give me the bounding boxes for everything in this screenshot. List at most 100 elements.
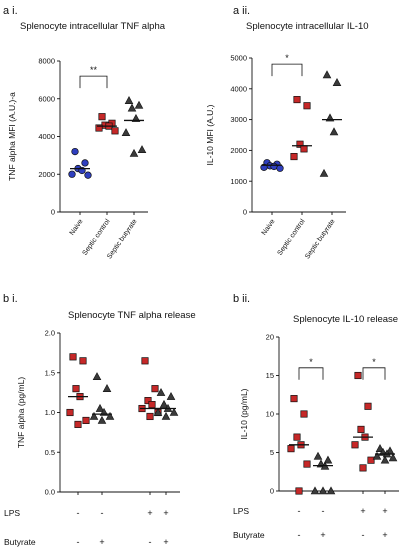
data-point <box>359 464 367 472</box>
category-label: Septic butyrate <box>106 218 139 260</box>
significance-label: ** <box>90 65 98 75</box>
y-tick-label: 2000 <box>230 146 247 155</box>
data-point <box>293 96 301 104</box>
data-point <box>92 372 102 381</box>
category-label: Septic control <box>82 218 112 257</box>
data-point <box>79 357 87 365</box>
y-tick-label: 5 <box>270 448 274 457</box>
significance-bracket <box>79 75 108 89</box>
data-point <box>97 415 107 424</box>
y-tick-label: 0 <box>51 208 55 217</box>
lps-sign: - <box>101 508 104 518</box>
data-point <box>71 147 79 156</box>
data-point <box>287 445 295 453</box>
data-point <box>72 385 80 393</box>
data-point <box>166 391 176 400</box>
lps-sign: + <box>382 506 387 516</box>
data-point <box>296 140 304 148</box>
y-axis-label: IL-10 (pg/mL) <box>239 388 249 439</box>
y-tick-label: 10 <box>266 410 274 419</box>
data-point <box>134 100 144 109</box>
data-point <box>69 353 77 361</box>
category-label: Septic butyrate <box>304 218 337 260</box>
y-tick-label: 1.0 <box>45 408 55 417</box>
data-point <box>300 145 308 153</box>
data-point <box>74 420 82 428</box>
y-axis-label: IL-10 MFI (A.U.) <box>205 104 215 165</box>
lps-sign: - <box>77 508 80 518</box>
y-tick-label: 1.5 <box>45 368 55 377</box>
y-tick-label: 2000 <box>38 170 55 179</box>
data-point <box>303 460 311 468</box>
lps-sign: + <box>163 508 168 518</box>
y-tick-label: 1000 <box>230 177 247 186</box>
data-point <box>290 153 298 161</box>
data-point <box>95 124 103 132</box>
significance-label: * <box>309 357 313 367</box>
significance-bracket <box>271 63 303 77</box>
data-point <box>146 412 154 421</box>
data-point <box>161 411 171 420</box>
data-point <box>105 411 115 420</box>
data-point <box>66 408 74 417</box>
data-point <box>169 407 179 416</box>
data-point <box>351 441 359 449</box>
data-point <box>121 128 131 137</box>
panel-label: a i. <box>3 5 18 17</box>
data-point <box>319 168 329 177</box>
butyrate-sign: + <box>99 537 104 547</box>
lps-sign: - <box>322 506 325 516</box>
data-point <box>148 401 156 409</box>
y-tick-label: 8000 <box>38 57 55 66</box>
y-tick-label: 4000 <box>230 84 247 93</box>
data-point <box>290 395 298 403</box>
butyrate-sign: + <box>320 530 325 540</box>
data-point <box>326 486 336 495</box>
data-point <box>276 164 284 172</box>
y-tick-label: 3000 <box>230 115 247 124</box>
lps-sign: - <box>298 506 301 516</box>
data-point <box>388 453 398 462</box>
y-tick-label: 2.0 <box>45 329 55 338</box>
data-point <box>127 103 137 112</box>
data-point <box>144 397 152 405</box>
y-tick-label: 4000 <box>38 132 55 141</box>
butyrate-row-label: Butyrate <box>4 537 36 547</box>
y-axis-label: TNF alpha (pg/mL) <box>16 377 26 448</box>
data-point <box>357 425 365 433</box>
butyrate-sign: + <box>382 530 387 540</box>
y-tick-label: 0 <box>270 487 274 496</box>
y-tick-label: 0.5 <box>45 448 55 457</box>
y-tick-label: 6000 <box>38 94 55 103</box>
data-point <box>124 96 134 104</box>
data-point <box>137 145 147 154</box>
y-axis-label: TNF alpha MFI (A.U.)-a <box>7 92 17 181</box>
data-point <box>332 78 342 86</box>
data-point <box>300 410 308 418</box>
significance-label: * <box>285 53 289 63</box>
data-point <box>141 357 149 365</box>
data-point <box>293 433 301 441</box>
panel-label: b i. <box>3 293 18 305</box>
panel-title: Splenocyte intracellular IL-10 <box>246 21 369 32</box>
data-point <box>310 486 320 495</box>
data-point <box>151 385 159 393</box>
data-point <box>95 403 105 412</box>
data-point <box>98 113 106 121</box>
data-point <box>303 102 311 110</box>
data-point <box>322 70 332 79</box>
butyrate-sign: - <box>149 537 152 547</box>
butyrate-sign: - <box>77 537 80 547</box>
data-point <box>111 127 119 135</box>
data-point <box>82 416 90 425</box>
butyrate-sign: - <box>298 530 301 540</box>
category-label: Naive <box>69 218 85 237</box>
y-tick-label: 0 <box>243 208 247 217</box>
y-tick-label: 20 <box>266 333 274 342</box>
butyrate-sign: - <box>362 530 365 540</box>
data-point <box>129 148 139 157</box>
data-point <box>318 486 328 495</box>
category-label: Naive <box>261 218 277 237</box>
lps-row-label: LPS <box>233 506 249 516</box>
